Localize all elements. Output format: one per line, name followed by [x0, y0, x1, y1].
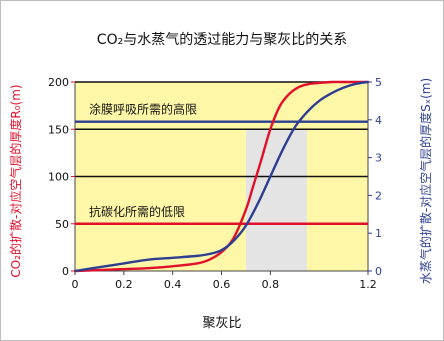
- y-right-axis-label: 水蒸气的扩散-对应空气层的厚度Sₓ(m): [418, 78, 433, 284]
- y-right-tick-label: 5: [375, 76, 382, 89]
- y-right-tick-label: 0: [375, 265, 382, 278]
- y-left-axis-label: CO₂的扩散-对应空气层的厚度R₀(m): [8, 84, 23, 277]
- x-tick-label: 0.2: [115, 278, 133, 291]
- x-tick-label: 0.4: [164, 278, 182, 291]
- series-line-2-right: [73, 80, 370, 273]
- x-tick-label: 0.8: [262, 278, 280, 291]
- y-left-tick-label: 50: [55, 218, 69, 231]
- y-right-tick-label: 4: [375, 114, 382, 127]
- chart-title: CO₂与水蒸气的透过能力与聚灰比的关系: [97, 32, 347, 48]
- x-tick-label: 1.2: [359, 278, 377, 291]
- x-tick-label: 0.6: [213, 278, 231, 291]
- y-left-tick-label: 150: [48, 123, 69, 136]
- series-line-1-left: [73, 80, 370, 273]
- y-left-tick-label: 100: [48, 171, 69, 184]
- y-right-tick-label: 1: [375, 227, 382, 240]
- y-right-tick-label: 2: [375, 189, 382, 202]
- y-left-tick-label: 200: [48, 76, 69, 89]
- shaded-band: [245, 129, 307, 271]
- reference-line-label: 涂膜呼吸所需的高限: [89, 102, 197, 117]
- y-right-tick-label: 3: [375, 152, 382, 165]
- x-tick-label: 0: [72, 278, 79, 291]
- x-axis-label: 聚灰比: [202, 316, 241, 331]
- reference-line-label: 抗碳化所需的低限: [89, 204, 185, 219]
- y-left-tick-label: 0: [62, 265, 69, 278]
